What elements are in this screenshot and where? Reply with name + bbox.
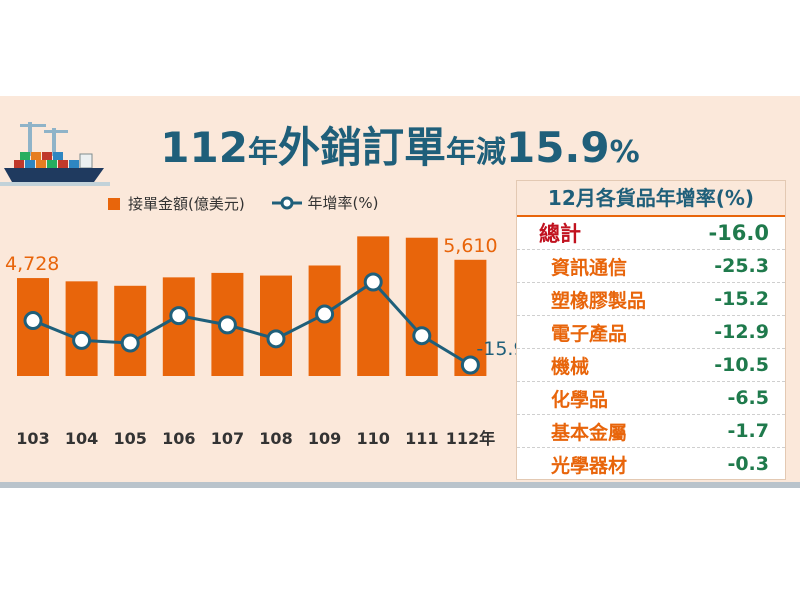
combo-chart: 103 104 105 106 107 108 109 110 111 112年 4,728 5,61… <box>5 235 520 448</box>
category-name: 基本金屬 <box>551 421 628 444</box>
title-year: 112 <box>160 123 248 172</box>
x-tick-label: 107 <box>211 429 244 448</box>
legend-item-bars: 接單金額(億美元) <box>108 193 245 214</box>
x-tick-label: 111 <box>405 429 438 448</box>
category-value: -25.3 <box>714 255 769 277</box>
legend-item-line: 年增率(%) <box>271 192 379 213</box>
title-percent: % <box>609 135 640 170</box>
category-name: 化學品 <box>551 388 609 411</box>
category-value: -10.5 <box>714 354 769 376</box>
category-name: 總計 <box>539 222 581 246</box>
bar-data-label: 5,610 <box>443 235 497 257</box>
x-tick-label: 103 <box>16 429 49 448</box>
table-row: 資訊通信 -25.3 <box>517 250 785 283</box>
table-row: 塑橡膠製品 -15.2 <box>517 283 785 316</box>
line-point <box>315 304 335 324</box>
line-point <box>412 326 432 346</box>
bar <box>405 237 438 376</box>
category-value: -15.2 <box>714 288 769 310</box>
legend-bar-swatch <box>108 197 120 210</box>
bar <box>114 285 147 376</box>
bar <box>357 236 390 376</box>
legend-line-swatch <box>271 196 302 209</box>
bar <box>65 281 98 376</box>
legend-bars-label: 接單金額(億美元) <box>128 195 245 213</box>
category-value: -16.0 <box>708 221 769 245</box>
bar <box>260 275 292 376</box>
category-name: 資訊通信 <box>551 256 628 279</box>
infographic-card: 112年外銷訂單年減15.9% 接單金額(億美元) 年增率(%) 103 104 1… <box>0 96 800 488</box>
table-row: 化學品 -6.5 <box>517 382 785 415</box>
card-bottom-border <box>0 482 800 488</box>
chart-legend: 接單金額(億美元) 年增率(%) <box>108 192 400 214</box>
line-point <box>217 315 237 335</box>
bar <box>162 277 195 376</box>
table-row: 電子產品 -12.9 <box>517 316 785 349</box>
line-point <box>363 272 383 292</box>
category-name: 電子產品 <box>551 322 628 345</box>
page-title: 112年外銷訂單年減15.9% <box>0 114 800 175</box>
line-point <box>460 355 480 375</box>
bar-data-label: 4,728 <box>5 253 59 275</box>
category-name: 塑橡膠製品 <box>551 289 647 312</box>
container-ship-icon <box>0 122 110 186</box>
category-value: -0.3 <box>727 453 769 475</box>
table-row: 機械 -10.5 <box>517 349 785 382</box>
title-rate: 15.9 <box>505 123 610 172</box>
line-data-label: -15.9 <box>476 338 520 360</box>
x-tick-label: 109 <box>308 429 341 448</box>
x-tick-label: 110 <box>356 429 389 448</box>
line-point <box>72 330 92 350</box>
category-value: -6.5 <box>727 387 769 409</box>
table-header: 12月各貨品年增率(%) <box>517 181 785 217</box>
title-year-unit: 年 <box>247 135 278 170</box>
x-tick-label: 106 <box>162 429 195 448</box>
category-value: -1.7 <box>727 420 769 442</box>
title-yoy: 年減 <box>445 135 506 170</box>
table-body: 總計 -16.0 資訊通信 -25.3 塑橡膠製品 -15.2 電子產品 -12.9 機械 -10… <box>517 217 785 480</box>
category-name: 光學器材 <box>551 454 628 477</box>
legend-line-label: 年增率(%) <box>307 194 379 212</box>
x-tick-label: 104 <box>65 429 98 448</box>
x-tick-label: 112年 <box>446 429 495 448</box>
line-point <box>169 306 189 326</box>
line-point <box>23 311 43 331</box>
category-value: -12.9 <box>714 321 769 343</box>
line-point <box>120 333 140 353</box>
x-tick-label: 105 <box>113 429 146 448</box>
title-subject: 外銷訂單 <box>277 123 446 172</box>
table-row: 光學器材 -0.3 <box>517 448 785 480</box>
line-point <box>266 329 286 349</box>
growth-rate-line <box>32 280 472 367</box>
x-tick-label: 108 <box>259 429 292 448</box>
table-row: 基本金屬 -1.7 <box>517 415 785 448</box>
category-name: 機械 <box>551 355 590 378</box>
category-growth-table: 12月各貨品年增率(%) 總計 -16.0 資訊通信 -25.3 塑橡膠製品 -15.2 電… <box>516 180 786 480</box>
table-row: 總計 -16.0 <box>517 217 785 250</box>
